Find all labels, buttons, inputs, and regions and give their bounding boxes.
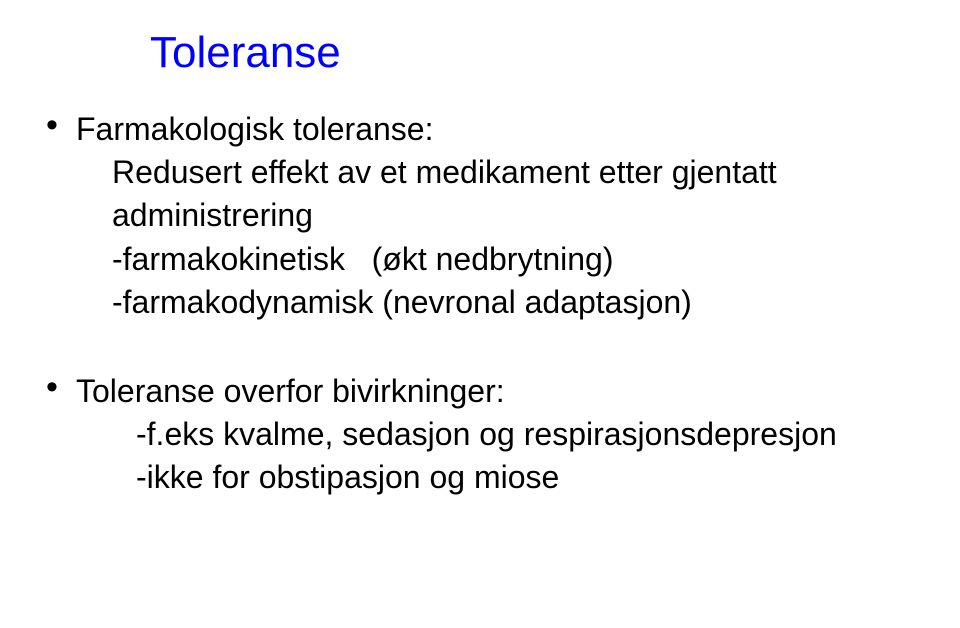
bullet-line: -ikke for obstipasjon og miose — [76, 456, 920, 499]
bullet-line: -f.eks kvalme, sedasjon og respirasjonsd… — [76, 413, 920, 456]
bullet-item: Toleranse overfor bivirkninger: -f.eks k… — [40, 370, 920, 500]
bullet-lead: Toleranse overfor bivirkninger: — [76, 370, 920, 413]
bullet-list: Toleranse overfor bivirkninger: -f.eks k… — [40, 370, 920, 500]
bullet-line: -farmakokinetisk (økt nedbrytning) — [76, 238, 920, 281]
bullet-item: Farmakologisk toleranse: Redusert effekt… — [40, 108, 920, 324]
slide-title: Toleranse — [150, 28, 920, 78]
spacer — [40, 330, 920, 370]
bullet-line: -farmakodynamisk (nevronal adaptasjon) — [76, 281, 920, 324]
bullet-list: Farmakologisk toleranse: Redusert effekt… — [40, 108, 920, 324]
slide: Toleranse Farmakologisk toleranse: Redus… — [0, 0, 960, 628]
bullet-line: Redusert effekt av et medikament etter g… — [76, 151, 920, 237]
bullet-lead: Farmakologisk toleranse: — [76, 108, 920, 151]
